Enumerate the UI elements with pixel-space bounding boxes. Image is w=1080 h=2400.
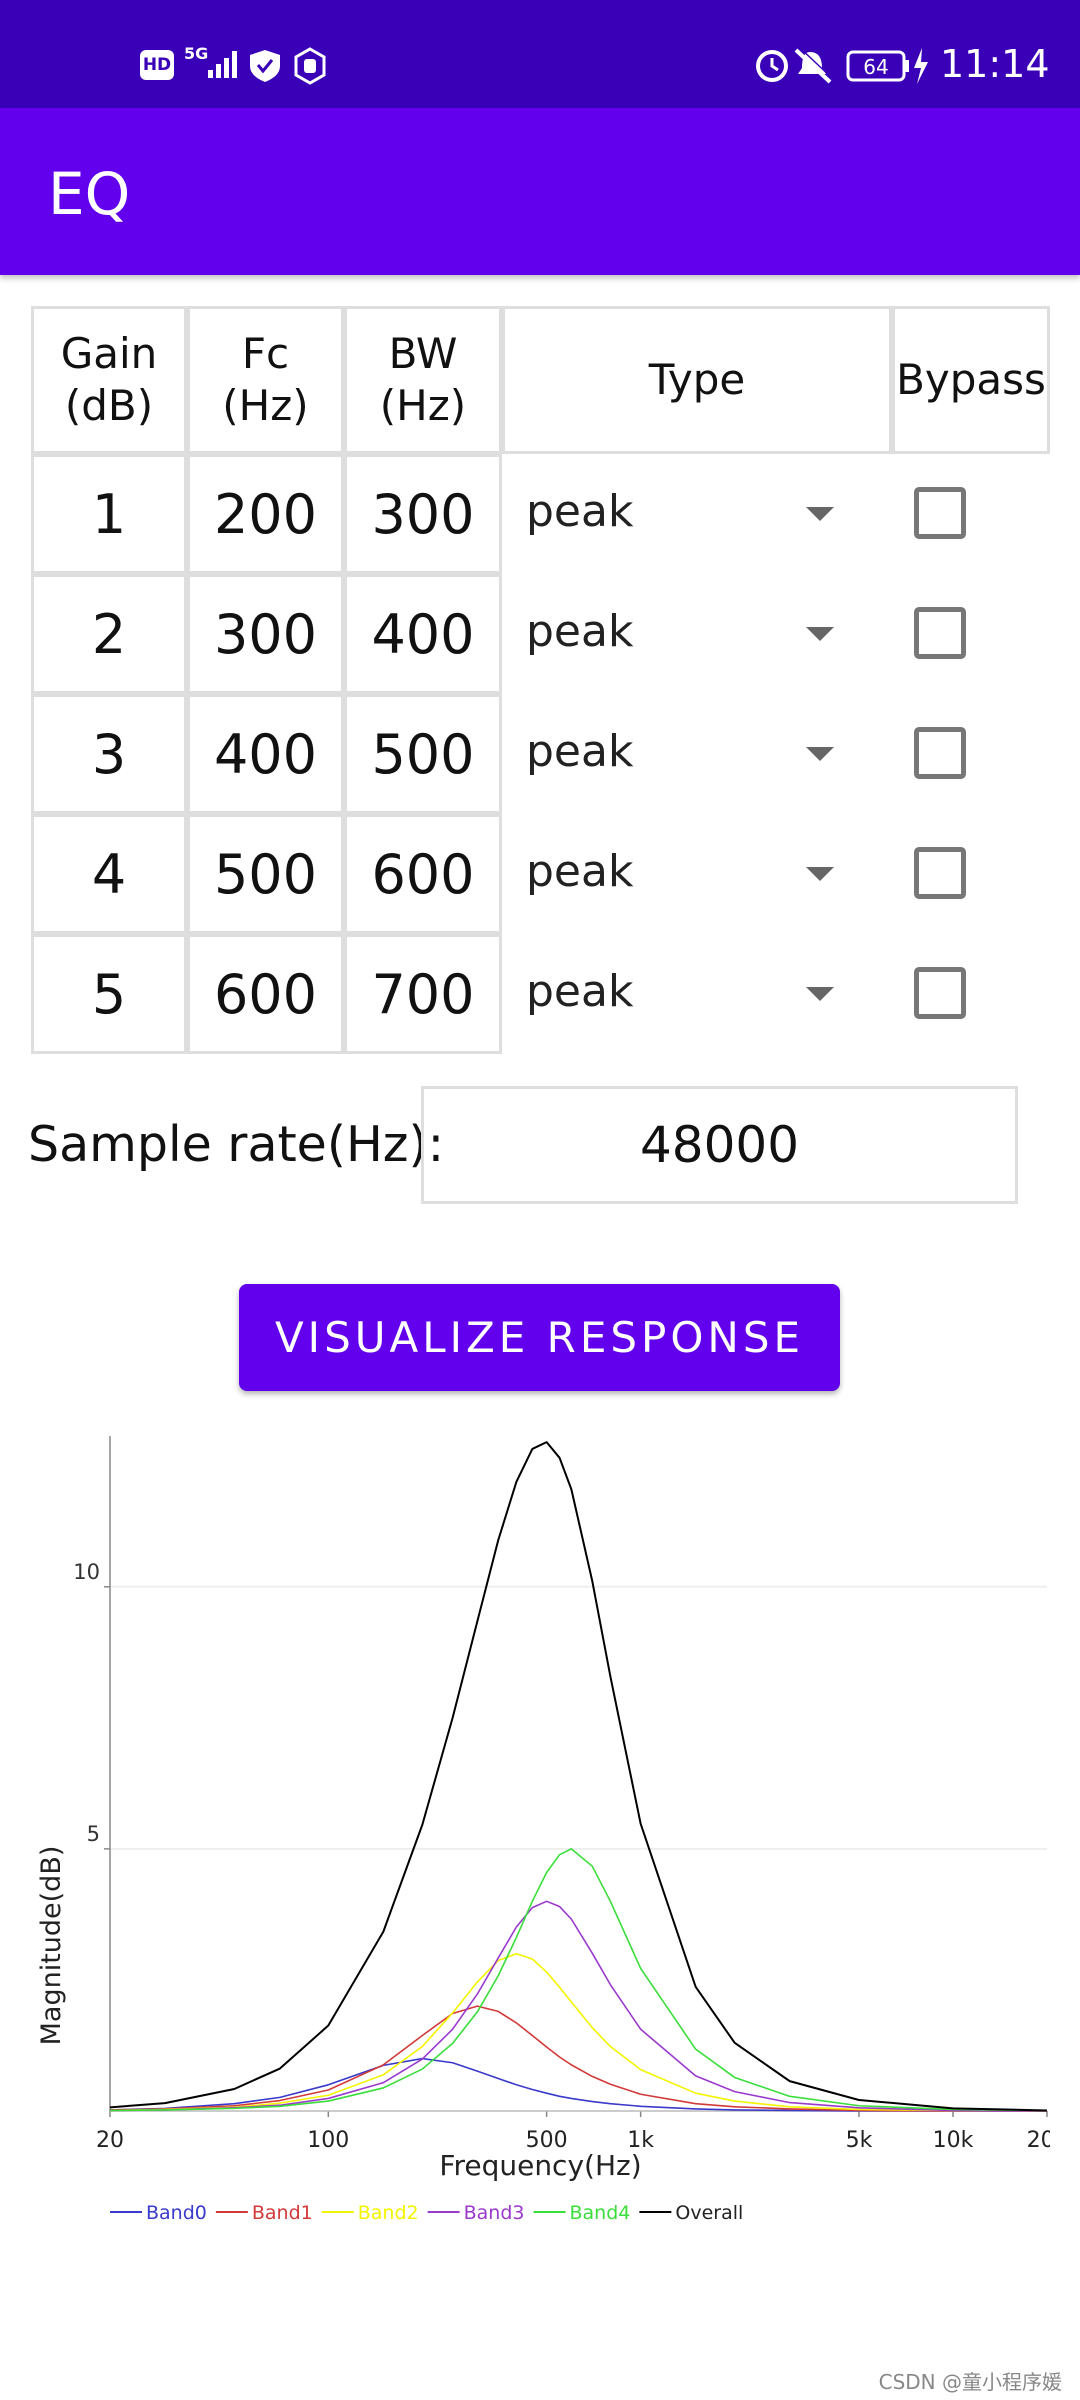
header-text: Bypass xyxy=(896,355,1046,404)
legend-label: Band0 xyxy=(146,2202,207,2224)
sample-rate-label: Sample rate(Hz): xyxy=(28,1116,445,1173)
x-tick-label: 1k xyxy=(627,2128,654,2153)
chart: 5 10 20 100 500 1k 5k 10k 20k Frequency(Hz) Magnit… xyxy=(36,1436,1050,2224)
y-axis-label: Magnitude(dB) xyxy=(36,1846,67,2046)
value-cell[interactable]: 500 xyxy=(187,814,344,934)
watermark: CSDN @童小程序媛 xyxy=(878,2370,1062,2394)
network-label: 5G xyxy=(184,44,209,63)
y-tick-label: 10 xyxy=(73,1560,100,1584)
legend-label: Overall xyxy=(675,2202,743,2224)
header-text: (dB) xyxy=(64,381,154,430)
series-line xyxy=(109,1848,1048,2112)
header-cell: Bypass xyxy=(892,306,1050,454)
status-icons-left xyxy=(208,47,326,85)
x-tick-label: 100 xyxy=(307,2128,349,2153)
value-cell[interactable]: 5 xyxy=(31,934,187,1054)
value-cell[interactable]: 2 xyxy=(31,574,187,694)
value-cell[interactable]: 200 xyxy=(187,454,344,574)
x-tick-label: 20k xyxy=(1027,2128,1050,2153)
header-text: Type xyxy=(648,355,746,404)
series-line xyxy=(109,2057,1047,2112)
legend-label: Band3 xyxy=(464,2202,525,2224)
header-text: (Hz) xyxy=(222,381,309,430)
dropdown-arrow[interactable] xyxy=(806,987,834,1001)
dropdown-arrow[interactable] xyxy=(806,747,834,761)
legend-label: Band1 xyxy=(252,2202,313,2224)
bypass-checkbox[interactable] xyxy=(914,727,966,779)
value-cell[interactable]: 1 xyxy=(31,454,187,574)
header-text: Fc xyxy=(241,329,290,378)
value-cell[interactable]: 400 xyxy=(187,694,344,814)
type-dropdown[interactable]: peak xyxy=(526,846,634,897)
series-line xyxy=(109,2005,1047,2112)
bypass-checkbox[interactable] xyxy=(914,487,966,539)
series-line xyxy=(109,1952,1048,2112)
dropdown-arrow[interactable] xyxy=(806,507,834,521)
series-line xyxy=(109,1441,1048,2112)
header-text: BW xyxy=(388,329,458,378)
value-cell[interactable]: 600 xyxy=(344,814,502,934)
value-cell[interactable]: 400 xyxy=(344,574,502,694)
header-text: (Hz) xyxy=(379,381,467,430)
battery-level: 64 xyxy=(863,55,889,79)
app-bar: EQ xyxy=(0,108,1080,275)
value-cell[interactable]: 300 xyxy=(187,574,344,694)
value-cell[interactable]: 500 xyxy=(344,694,502,814)
value-cell[interactable]: 3 xyxy=(31,694,187,814)
value-cell[interactable]: 700 xyxy=(344,934,502,1054)
x-axis-label: Frequency(Hz) xyxy=(439,2149,641,2182)
value-cell[interactable]: 4 xyxy=(31,814,187,934)
type-dropdown[interactable]: peak xyxy=(526,726,634,777)
x-tick-label: 10k xyxy=(933,2128,974,2153)
visualize-button[interactable]: VISUALIZE RESPONSE xyxy=(239,1284,840,1391)
dropdown-arrow[interactable] xyxy=(806,867,834,881)
bypass-checkbox[interactable] xyxy=(914,967,966,1019)
y-tick-label: 5 xyxy=(87,1822,100,1846)
status-icons-right xyxy=(756,46,928,84)
legend-label: Band2 xyxy=(358,2202,419,2224)
header-cell: BW (Hz) xyxy=(344,306,502,454)
status-bar: HD 5G 64 11:14 xyxy=(0,0,1080,108)
header-text: Gain xyxy=(60,329,158,378)
header-cell: Fc (Hz) xyxy=(187,306,344,454)
hd-icon: HD xyxy=(140,50,174,80)
bypass-checkbox[interactable] xyxy=(914,847,966,899)
app-title: EQ xyxy=(48,160,131,228)
value-cell[interactable]: 600 xyxy=(187,934,344,1054)
value-cell[interactable]: 300 xyxy=(344,454,502,574)
type-dropdown[interactable]: peak xyxy=(526,486,634,537)
legend-label: Band4 xyxy=(570,2202,631,2224)
type-dropdown[interactable]: peak xyxy=(526,606,634,657)
header-cell: Type xyxy=(502,306,892,454)
dropdown-arrow[interactable] xyxy=(806,627,834,641)
x-tick-label: 5k xyxy=(846,2128,873,2153)
series-line xyxy=(109,1900,1048,2112)
bypass-checkbox[interactable] xyxy=(914,607,966,659)
type-dropdown[interactable]: peak xyxy=(526,966,634,1017)
x-tick-label: 20 xyxy=(96,2128,124,2153)
x-tick-label: 500 xyxy=(526,2128,568,2153)
clock: 11:14 xyxy=(940,42,1050,86)
sample-rate-input[interactable]: 48000 xyxy=(421,1086,1018,1204)
header-cell: Gain (dB) xyxy=(31,306,187,454)
